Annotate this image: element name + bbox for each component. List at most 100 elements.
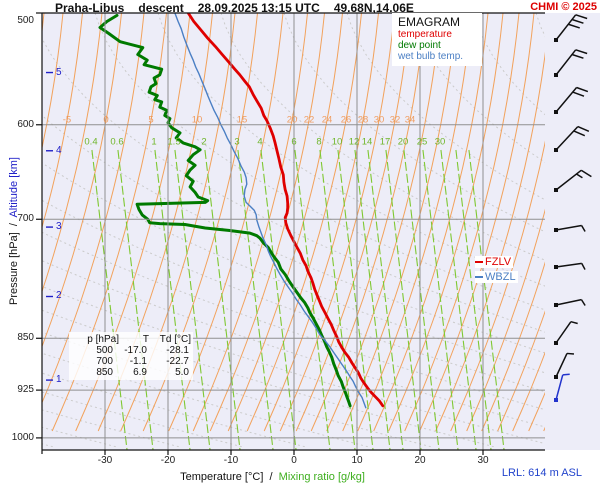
mixing-ratio-line (260, 149, 297, 450)
moist-adiabat-label-5: 5 (148, 114, 154, 126)
mixing-ratio-label-4: 4 (257, 136, 263, 148)
altitude-label-4: 4 (56, 144, 62, 156)
pressure-label-700: 700 (17, 213, 34, 225)
mixing-ratio-label-1: 1 (151, 136, 157, 148)
table-header-pressure: p [hPa] (87, 334, 119, 345)
table-header-temp: T (142, 334, 149, 345)
mixing-ratio-line (154, 149, 191, 450)
mixing-ratio-line (237, 149, 274, 450)
sounding-datetime: 28.09.2025 13:15 UTC (197, 1, 320, 15)
copyright-label: CHMI © 2025 (530, 1, 597, 13)
moist-adiabat-label--5: -5 (62, 114, 72, 126)
dry-adiabat-line (42, 162, 545, 374)
curve-wet-bulb-temp-[interactable] (174, 13, 367, 409)
moist-adiabat-line (512, 351, 545, 432)
wind-barb[interactable] (554, 169, 592, 192)
moist-adiabat-line (279, 13, 395, 432)
moist-adiabat-label-22: 22 (303, 114, 315, 126)
moist-adiabat-label-20: 20 (286, 114, 298, 126)
temp-label-0: 0 (291, 455, 297, 466)
wind-barb[interactable] (554, 86, 589, 114)
moist-adiabat-label-28: 28 (357, 114, 369, 126)
mixing-ratio-line (468, 149, 505, 450)
temp-label-10: 10 (351, 455, 363, 466)
wind-barb[interactable] (554, 352, 575, 379)
moist-adiabat-line (168, 13, 284, 432)
table-cell: 850 (96, 367, 113, 378)
wind-barb[interactable] (554, 320, 578, 345)
surface-wind-barb[interactable] (554, 373, 570, 402)
level-marker-wbzl: WBZL (475, 271, 518, 283)
temp-label-20: 20 (414, 455, 426, 466)
temp-label--20: -20 (160, 455, 176, 466)
wind-barb[interactable] (554, 49, 588, 77)
moist-adiabat-label-15: 15 (236, 114, 248, 126)
lrl-annotation: LRL: 614 m ASL (501, 467, 582, 479)
mixing-ratio-line (91, 149, 128, 450)
temp-label-30: 30 (477, 455, 489, 466)
mixing-ratio-line (367, 149, 404, 450)
mixing-ratio-line (385, 149, 422, 450)
pressure-label-850: 850 (17, 332, 34, 344)
table-cell: -1.1 (129, 356, 147, 367)
level-marker-dash-icon (475, 276, 483, 278)
altitude-label-3: 3 (56, 221, 62, 233)
level-marker-text: FZLV (485, 256, 512, 268)
table-cell: -17.0 (124, 345, 147, 356)
wind-barb[interactable] (554, 262, 586, 270)
mixing-ratio-line (174, 149, 211, 450)
mixing-ratio-label-0.4: 0.4 (84, 136, 98, 148)
temp-label--10: -10 (223, 455, 239, 466)
station-name: Praha-Libus (55, 1, 125, 15)
mixing-ratio-label-12: 12 (348, 136, 360, 148)
page-title: Praha-Libus descent 28.09.2025 13:15 UTC 49… (55, 1, 428, 15)
moist-adiabat-line (192, 13, 308, 432)
y-axis-title-separator: / (8, 217, 20, 233)
temp-label--30: -30 (97, 455, 113, 466)
moist-adiabat-line (450, 140, 545, 432)
curve-dew-point[interactable] (98, 13, 352, 408)
y-axis-title: Pressure [hPa] / Altitude [km] (8, 111, 22, 351)
wind-barb[interactable] (554, 298, 586, 307)
moist-adiabat-label-30: 30 (373, 114, 385, 126)
moist-adiabat-label-26: 26 (340, 114, 352, 126)
moist-adiabat-label-24: 24 (321, 114, 333, 126)
mixing-ratio-label-25: 25 (416, 136, 428, 148)
mixing-ratio-line (117, 149, 154, 450)
x-axis-title-separator: / (263, 471, 279, 483)
moist-adiabat-line (419, 13, 535, 432)
moist-adiabat-line (404, 13, 520, 432)
moist-adiabat-line (357, 13, 473, 432)
mixing-ratio-line (455, 149, 492, 450)
dry-adiabat-line (94, 13, 545, 311)
level-marker-fzlv: FZLV (475, 256, 514, 268)
mixing-ratio-line (319, 149, 356, 450)
mixing-ratio-label-17: 17 (379, 136, 391, 148)
mixing-ratio-line (204, 149, 241, 450)
moist-adiabat-line (42, 13, 83, 230)
mixing-ratio-label-1.5: 1.5 (167, 136, 181, 148)
table-cell: -22.7 (166, 356, 189, 367)
curve-temperature[interactable] (186, 13, 385, 408)
moist-adiabat-label-10: 10 (191, 114, 203, 126)
mixing-ratio-line (337, 149, 374, 450)
table-cell: 5.0 (175, 367, 189, 378)
mixing-ratio-label-10: 10 (331, 136, 343, 148)
dry-adiabat-line (283, 13, 545, 233)
wind-barb[interactable] (554, 14, 588, 42)
mixing-ratio-label-8: 8 (316, 136, 322, 148)
level-marker-dash-icon (475, 261, 483, 263)
chart-legend: EMAGRAM temperature dew point wet bulb tem… (392, 13, 482, 66)
wind-barb[interactable] (554, 224, 586, 232)
pressure-label-925: 925 (17, 384, 34, 396)
mixing-ratio-line (422, 149, 459, 450)
legend-item-temperature: temperature (398, 29, 452, 40)
mixing-ratio-label-30: 30 (434, 136, 446, 148)
mixing-ratio-line (403, 149, 440, 450)
y-axis-title-pressure: Pressure [hPa] (8, 232, 20, 305)
wind-barb[interactable] (554, 125, 590, 152)
moist-adiabat-line (295, 13, 411, 432)
x-axis-title-temperature: Temperature [°C] (180, 471, 264, 483)
